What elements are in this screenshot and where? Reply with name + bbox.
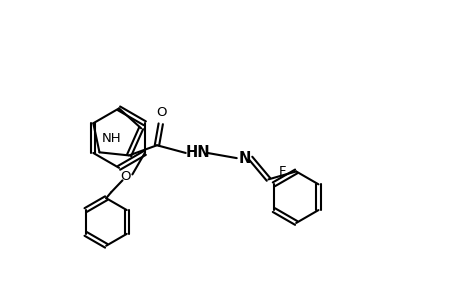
Text: F: F — [278, 165, 285, 178]
Text: HN: HN — [185, 146, 209, 160]
Text: O: O — [156, 106, 167, 119]
Text: NH: NH — [101, 132, 121, 146]
Text: N: N — [238, 151, 250, 166]
Text: O: O — [120, 170, 130, 183]
